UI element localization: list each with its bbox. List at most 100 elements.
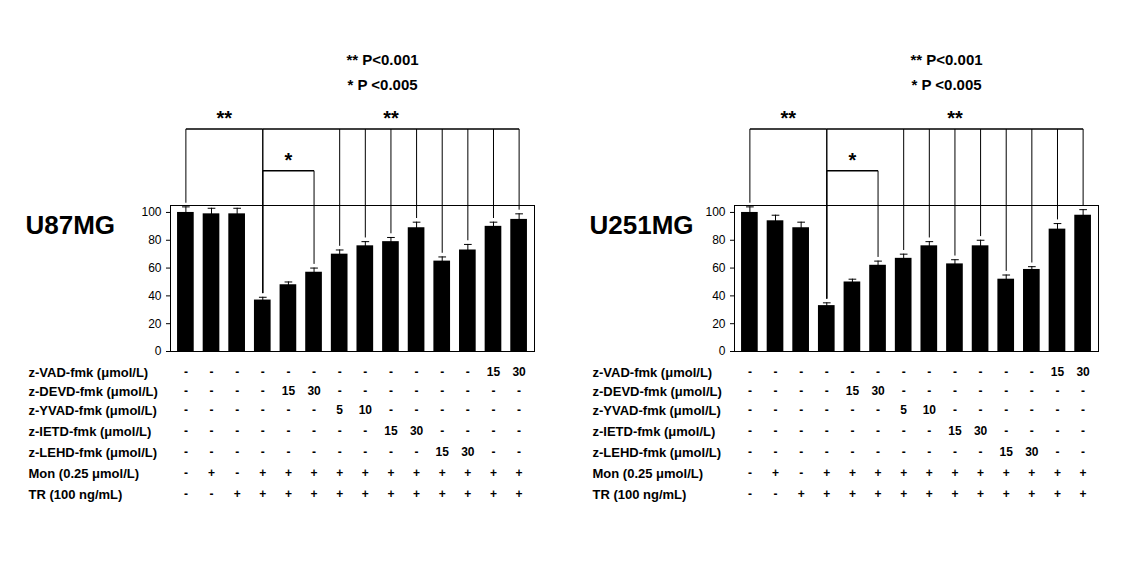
svg-text:+: + [1054,487,1061,501]
svg-text:30: 30 [1076,365,1090,379]
svg-text:TR (100 ng/mL): TR (100 ng/mL) [29,487,123,502]
svg-text:-: - [953,403,957,417]
svg-text:-: - [491,403,495,417]
svg-text:-: - [825,365,829,379]
svg-text:30: 30 [307,384,321,398]
svg-text:-: - [748,466,752,480]
svg-text:+: + [464,487,471,501]
svg-text:-: - [235,466,239,480]
svg-text:-: - [184,445,188,459]
svg-text:15: 15 [487,365,501,379]
svg-text:-: - [363,365,367,379]
svg-text:-: - [389,403,393,417]
svg-text:+: + [849,466,856,480]
svg-text:-: - [466,424,470,438]
svg-text:100: 100 [141,205,161,219]
svg-text:-: - [235,365,239,379]
svg-text:-: - [774,384,778,398]
svg-text:-: - [261,403,265,417]
svg-text:-: - [774,365,778,379]
svg-text:-: - [517,424,521,438]
svg-text:-: - [850,403,854,417]
svg-text:+: + [1080,487,1087,501]
svg-text:z-DEVD-fmk (μmol/L): z-DEVD-fmk (μmol/L) [593,384,722,399]
svg-text:-: - [440,384,444,398]
svg-text:**: ** [217,107,233,129]
svg-text:-: - [1030,365,1034,379]
svg-text:-: - [774,403,778,417]
svg-text:+: + [234,487,241,501]
svg-text:-: - [850,424,854,438]
svg-text:-: - [261,384,265,398]
svg-text:-: - [491,445,495,459]
svg-text:+: + [336,466,343,480]
svg-text:-: - [748,384,752,398]
svg-text:+: + [849,487,856,501]
svg-text:+: + [900,487,907,501]
svg-text:-: - [1081,424,1085,438]
svg-text:-: - [389,365,393,379]
svg-text:+: + [336,487,343,501]
svg-text:-: - [953,445,957,459]
svg-text:-: - [210,403,214,417]
svg-text:-: - [312,403,316,417]
svg-text:-: - [825,384,829,398]
svg-text:+: + [926,466,933,480]
svg-text:-: - [1004,365,1008,379]
svg-text:+: + [387,487,394,501]
svg-text:-: - [338,365,342,379]
svg-text:-: - [210,365,214,379]
svg-text:-: - [876,445,880,459]
svg-text:-: - [338,424,342,438]
svg-text:-: - [927,424,931,438]
svg-text:-: - [799,445,803,459]
svg-text:-: - [184,487,188,501]
svg-text:-: - [1055,424,1059,438]
svg-text:*: * [849,149,857,171]
svg-text:20: 20 [148,317,162,331]
svg-text:+: + [1028,487,1035,501]
svg-text:-: - [261,365,265,379]
svg-text:-: - [312,365,316,379]
svg-text:U251MG: U251MG [590,210,694,240]
svg-text:-: - [286,403,290,417]
svg-text:Mon (0.25 μmol/L): Mon (0.25 μmol/L) [29,466,140,481]
svg-text:-: - [902,365,906,379]
svg-text:-: - [415,365,419,379]
svg-text:-: - [491,424,495,438]
svg-text:-: - [799,424,803,438]
svg-text:-: - [876,365,880,379]
svg-text:+: + [490,466,497,480]
svg-text:**: ** [947,107,963,129]
svg-text:+: + [926,487,933,501]
svg-text:-: - [1081,403,1085,417]
svg-text:-: - [415,403,419,417]
svg-text:+: + [1003,466,1010,480]
svg-text:-: - [799,466,803,480]
svg-text:15: 15 [436,445,450,459]
svg-text:+: + [951,466,958,480]
svg-text:-: - [261,424,265,438]
svg-text:-: - [184,424,188,438]
svg-text:-: - [927,365,931,379]
svg-text:15: 15 [846,384,860,398]
svg-text:U87MG: U87MG [26,210,116,240]
svg-text:+: + [413,466,420,480]
svg-text:+: + [362,487,369,501]
svg-text:+: + [285,466,292,480]
svg-text:-: - [774,487,778,501]
svg-text:z-YVAD-fmk (μmol/L): z-YVAD-fmk (μmol/L) [29,403,157,418]
svg-text:z-VAD-fmk (μmol/L): z-VAD-fmk (μmol/L) [29,365,149,380]
svg-text:+: + [362,466,369,480]
svg-text:* P <0.005: * P <0.005 [911,76,981,93]
svg-text:*: * [285,149,293,171]
svg-text:100: 100 [705,205,725,219]
svg-text:-: - [876,403,880,417]
svg-text:-: - [1030,424,1034,438]
svg-text:-: - [491,384,495,398]
svg-text:-: - [774,445,778,459]
svg-text:-: - [774,424,778,438]
svg-text:+: + [823,487,830,501]
svg-text:30: 30 [461,445,475,459]
svg-text:-: - [748,424,752,438]
